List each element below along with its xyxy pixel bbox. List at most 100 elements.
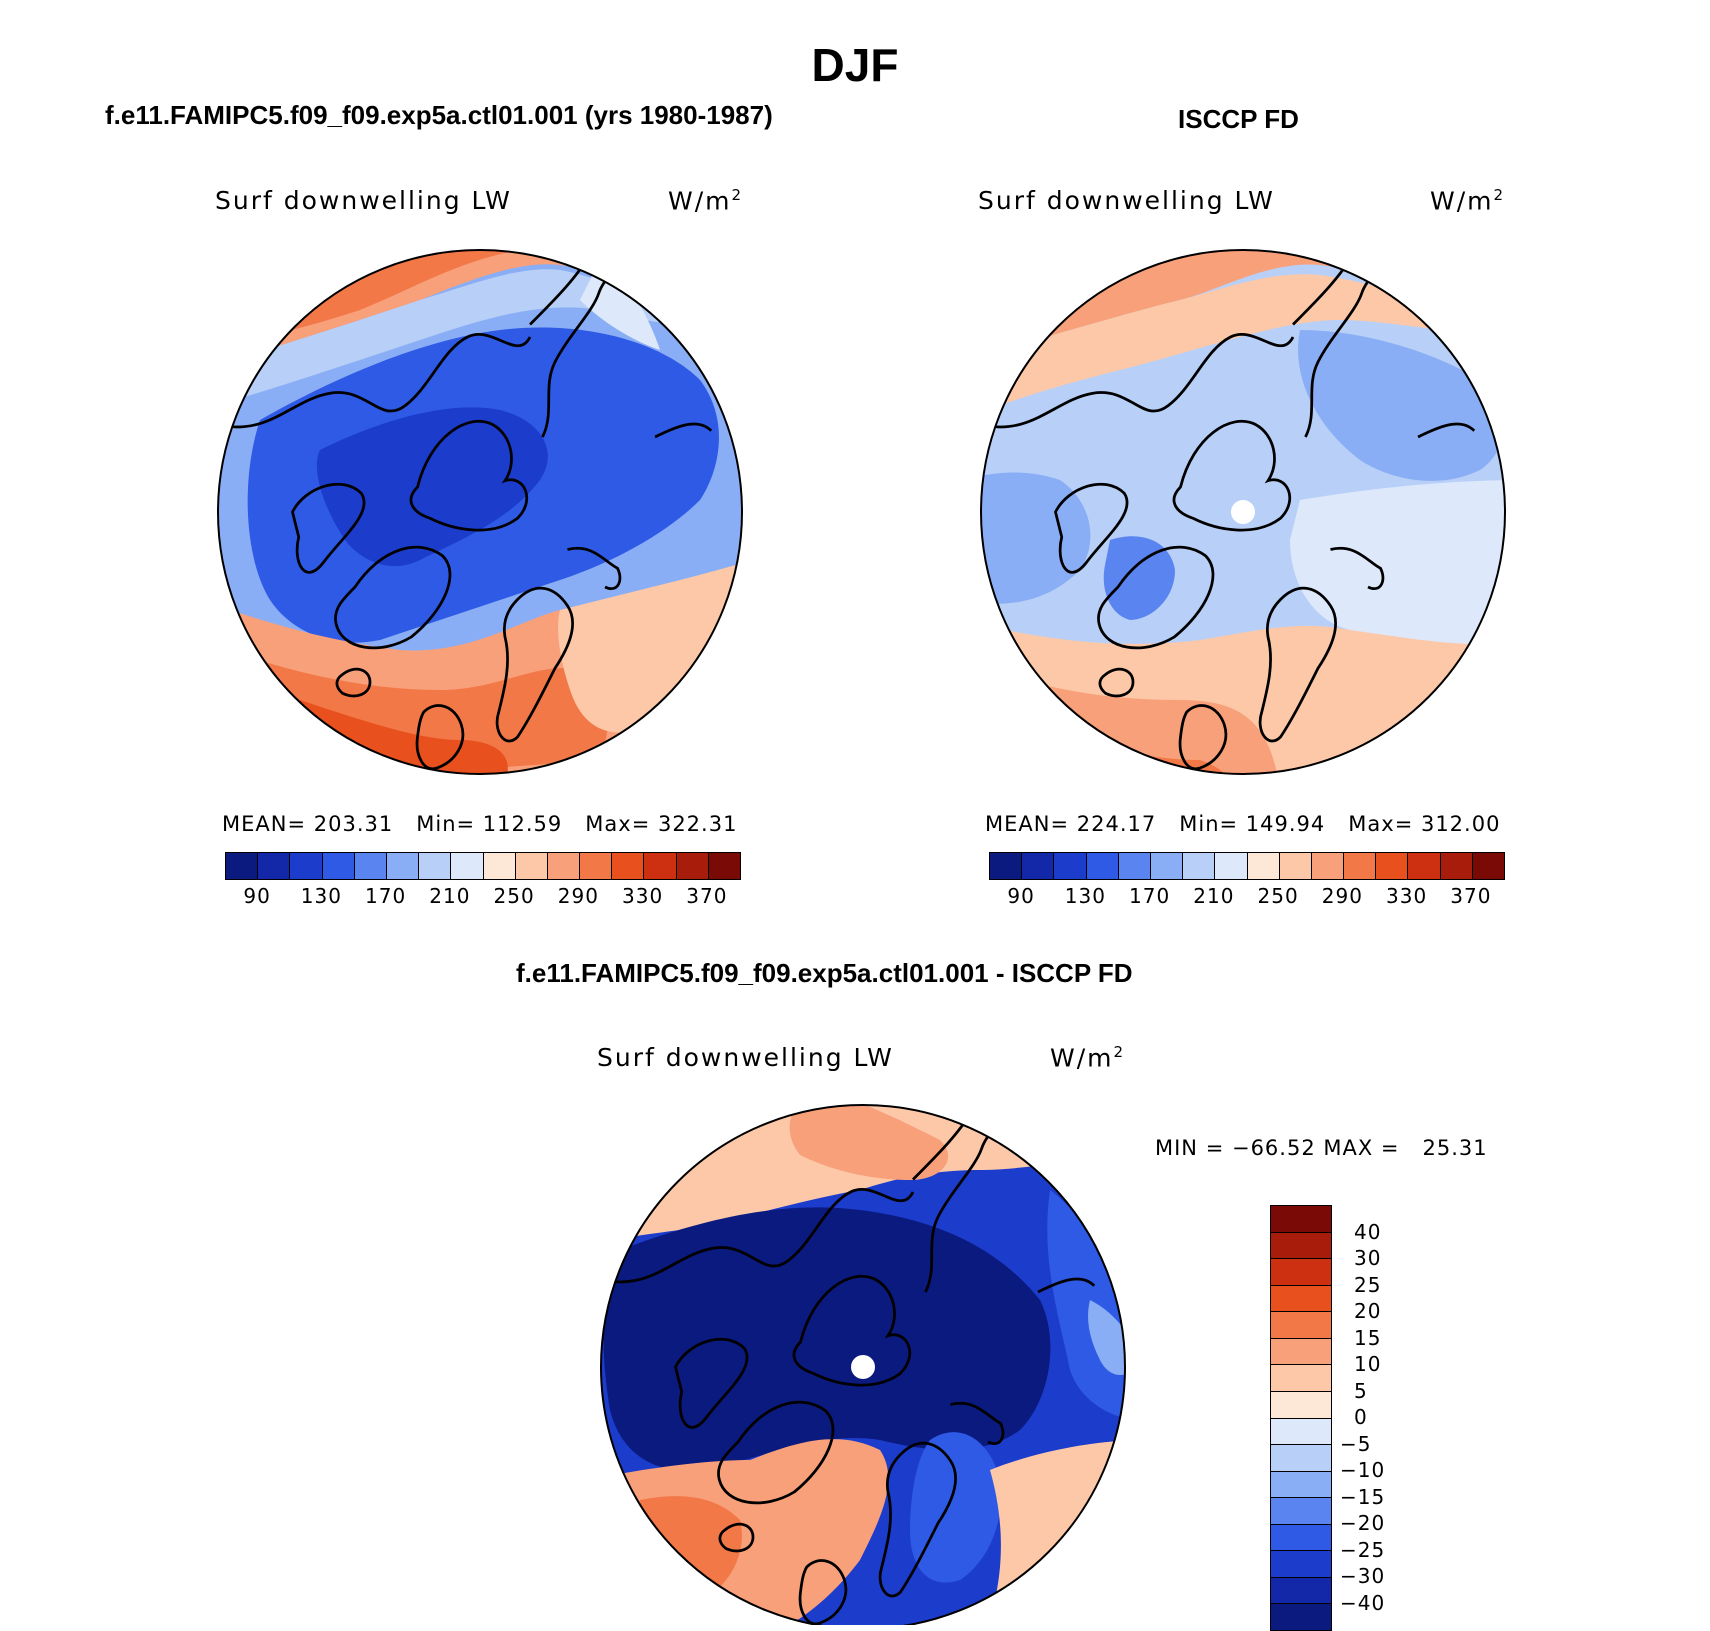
colorbar-swatch: [1271, 1206, 1331, 1233]
panel-1-variable-label: Surf downwelling LW: [215, 186, 512, 215]
colorbar-swatch: [1271, 1577, 1331, 1605]
panel-3-map: [601, 1105, 1125, 1625]
colorbar-swatch: [612, 853, 645, 879]
panel-2-units-label: W/m2: [1430, 186, 1506, 216]
colorbar-tick-label: 20: [1354, 1299, 1382, 1323]
colorbar-swatch: [580, 853, 613, 879]
colorbar-swatch: [1271, 1391, 1331, 1419]
colorbar-tick-label: 90: [1007, 884, 1035, 908]
colorbar-swatch: [1215, 853, 1248, 879]
colorbar-swatch: [515, 853, 548, 879]
panel-1-stats: MEAN= 203.31 Min= 112.59 Max= 322.31: [222, 812, 738, 836]
colorbar-tick-label: 5: [1354, 1378, 1368, 1403]
colorbar-tick-label: 250: [1257, 884, 1299, 908]
panel-1-units-label: W/m2: [668, 186, 744, 216]
colorbar-swatch: [1271, 1418, 1331, 1446]
colorbar-swatch: [1271, 1365, 1331, 1392]
colorbar-swatch: [451, 853, 484, 879]
colorbar-swatch: [386, 853, 420, 879]
colorbar-tick-label: 290: [1321, 884, 1363, 908]
colorbar-tick-label: −20: [1340, 1511, 1386, 1535]
colorbar-swatch: [483, 853, 516, 879]
colorbar-swatch: [1344, 853, 1377, 879]
colorbar-tick-label: −15: [1340, 1484, 1386, 1509]
colorbar-swatch: [1271, 1232, 1331, 1260]
colorbar-swatch: [1271, 1551, 1331, 1578]
colorbar-tick-label: 40: [1354, 1219, 1382, 1244]
panel-1-colorbar-ticks: 90 130 170 210 250 290 330 370: [225, 884, 739, 910]
colorbar-swatch: [676, 853, 709, 879]
colorbar-swatch: [354, 853, 387, 879]
colorbar-tick-label: 330: [1386, 884, 1428, 908]
colorbar-swatch: [1271, 1524, 1331, 1552]
colorbar-swatch: [1118, 853, 1151, 879]
colorbar-tick-label: 210: [1193, 884, 1235, 908]
panel-2-map: [981, 250, 1505, 774]
colorbar-swatch: [644, 853, 677, 879]
panel-2-title: ISCCP FD: [1178, 104, 1299, 134]
colorbar-tick-label: −25: [1340, 1537, 1386, 1562]
colorbar-tick-label: −10: [1340, 1458, 1386, 1482]
colorbar-tick-label: 30: [1354, 1246, 1382, 1270]
colorbar-swatch: [258, 853, 291, 879]
colorbar-tick-label: 130: [300, 884, 342, 908]
colorbar-tick-label: 370: [1450, 884, 1492, 908]
colorbar-swatch: [1271, 1471, 1331, 1499]
colorbar-tick-label: 330: [622, 884, 664, 908]
colorbar-tick-label: 10: [1354, 1352, 1382, 1376]
colorbar-swatch: [419, 853, 452, 879]
colorbar-tick-label: 370: [686, 884, 728, 908]
panel-3-colorbar: [1270, 1205, 1332, 1631]
colorbar-swatch: [547, 853, 581, 879]
colorbar-swatch: [1271, 1604, 1331, 1630]
colorbar-swatch: [1311, 853, 1345, 879]
colorbar-swatch: [1022, 853, 1055, 879]
colorbar-swatch: [1376, 853, 1409, 879]
colorbar-swatch: [1440, 853, 1473, 879]
colorbar-tick-label: 170: [365, 884, 407, 908]
colorbar-swatch: [322, 853, 355, 879]
colorbar-tick-label: 290: [557, 884, 599, 908]
colorbar-swatch: [1271, 1498, 1331, 1525]
panel-2-stats: MEAN= 224.17 Min= 149.94 Max= 312.00: [985, 812, 1501, 836]
panel-1-title: f.e11.FAMIPC5.f09_f09.exp5a.ctl01.001 (y…: [105, 100, 773, 130]
colorbar-swatch: [708, 853, 740, 879]
colorbar-tick-label: −30: [1340, 1564, 1386, 1588]
colorbar-swatch: [1271, 1338, 1331, 1366]
colorbar-swatch: [226, 853, 259, 879]
colorbar-tick-label: 25: [1354, 1272, 1382, 1297]
panel-3-colorbar-ticks: 40 30 25 20 15 10 5 0 −5 −10 −15 −20 −25 −30 −40: [1340, 1205, 1420, 1629]
colorbar-swatch: [1271, 1259, 1331, 1286]
colorbar-swatch: [1279, 853, 1312, 879]
colorbar-tick-label: 15: [1354, 1325, 1382, 1350]
figure-title: DJF: [811, 39, 899, 91]
colorbar-swatch: [1247, 853, 1280, 879]
colorbar-swatch: [290, 853, 323, 879]
colorbar-swatch: [1271, 1312, 1331, 1339]
panel-1-map: [218, 250, 742, 774]
colorbar-tick-label: −5: [1340, 1431, 1372, 1456]
panel-3-variable-label: Surf downwelling LW: [597, 1043, 894, 1072]
panel-2-colorbar-ticks: 90 130 170 210 250 290 330 370: [989, 884, 1503, 910]
colorbar-swatch: [1271, 1445, 1331, 1472]
colorbar-tick-label: 250: [493, 884, 535, 908]
colorbar-swatch: [1183, 853, 1216, 879]
colorbar-swatch: [1271, 1285, 1331, 1313]
panel-1-colorbar: [225, 852, 741, 880]
colorbar-tick-label: 210: [429, 884, 471, 908]
panel-2-colorbar: [989, 852, 1505, 880]
panel-3-units-label: W/m2: [1050, 1043, 1126, 1073]
colorbar-tick-label: 130: [1064, 884, 1106, 908]
colorbar-swatch: [1054, 853, 1087, 879]
colorbar-swatch: [1472, 853, 1504, 879]
colorbar-tick-label: −40: [1340, 1590, 1386, 1615]
panel-3-stats: MIN = −66.52 MAX = 25.31: [1155, 1136, 1488, 1160]
panel-2-variable-label: Surf downwelling LW: [978, 186, 1275, 215]
colorbar-swatch: [1150, 853, 1184, 879]
colorbar-swatch: [1086, 853, 1119, 879]
colorbar-swatch: [1408, 853, 1441, 879]
colorbar-tick-label: 0: [1354, 1405, 1368, 1429]
colorbar-tick-label: 90: [243, 884, 271, 908]
colorbar-swatch: [990, 853, 1023, 879]
